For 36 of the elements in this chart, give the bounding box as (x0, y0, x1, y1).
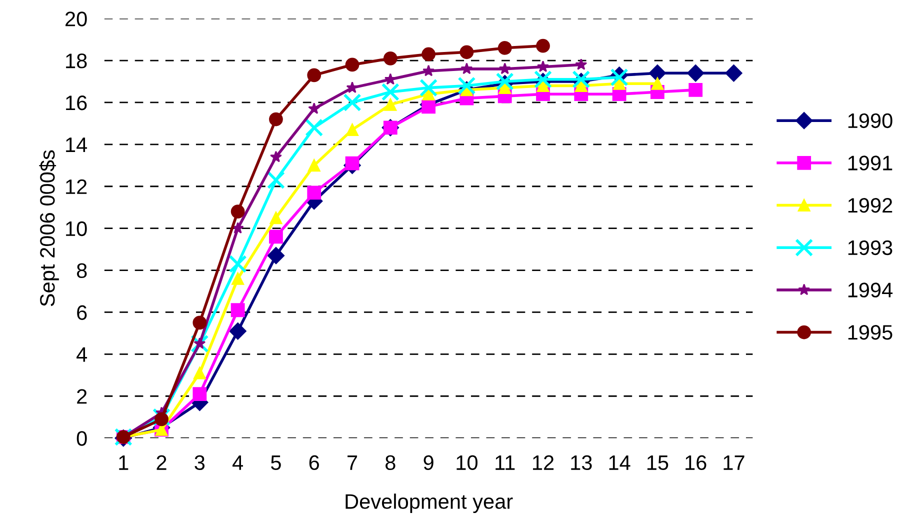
legend-label: 1995 (848, 325, 892, 340)
y-tick-label: 2 (77, 389, 87, 404)
x-tick-label: 6 (309, 455, 319, 470)
x-tick-label: 15 (647, 456, 668, 470)
x-axis-title: Development year (346, 494, 513, 514)
x-tick-label: 13 (571, 455, 592, 470)
x-tick-label: 12 (533, 455, 554, 470)
x-tick-label: 1 (119, 456, 128, 470)
x-tick-label: 11 (496, 456, 515, 470)
x-tick-label: 9 (424, 455, 434, 470)
x-tick-label: 5 (271, 456, 281, 470)
y-tick-label: 14 (66, 138, 88, 152)
y-tick-label: 10 (66, 221, 87, 236)
legend-label: 1992 (848, 198, 892, 213)
y-tick-label: 0 (76, 431, 87, 446)
x-tick-label: 8 (386, 455, 396, 470)
legend-label: 1990 (848, 113, 892, 128)
legend-label: 1994 (848, 282, 893, 298)
x-tick-label: 16 (686, 455, 706, 470)
y-tick-label: 18 (66, 54, 87, 68)
x-tick-label: 7 (348, 456, 358, 470)
y-axis-title: Sept 2006 000$s (39, 150, 59, 306)
x-tick-label: 17 (724, 456, 744, 470)
y-tick-label: 6 (77, 305, 87, 320)
y-tick-label: 12 (66, 179, 87, 194)
x-tick-label: 2 (156, 455, 166, 470)
legend-label: 1993 (848, 240, 892, 256)
y-tick-label: 16 (66, 95, 87, 110)
x-tick-label: 10 (456, 455, 478, 470)
y-tick-label: 8 (76, 263, 87, 278)
x-tick-label: 4 (232, 456, 244, 470)
y-tick-label: 4 (76, 347, 88, 362)
x-tick-label: 3 (194, 455, 205, 470)
y-tick-label: 20 (66, 12, 87, 26)
x-tick-label: 14 (609, 456, 630, 470)
legend-label: 1991 (848, 156, 892, 170)
